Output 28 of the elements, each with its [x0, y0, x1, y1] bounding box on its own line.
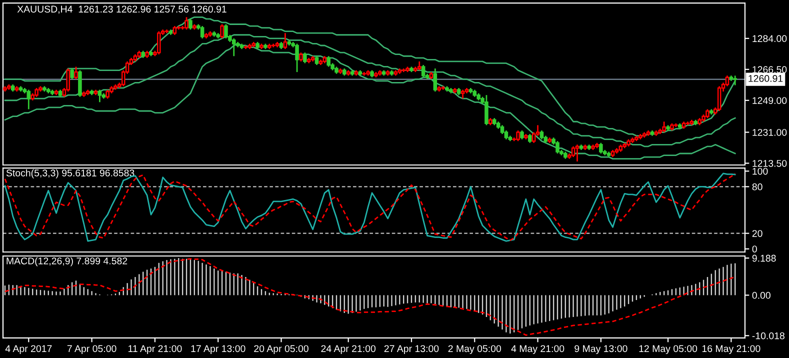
y-tick-label: 20: [752, 230, 762, 237]
x-tick-label: 11 Apr 21:00: [128, 345, 182, 354]
y-tick-label: 1213.50: [752, 160, 787, 167]
x-tick-label: 9 May 13:00: [574, 345, 628, 354]
x-tick-label: 17 Apr 13:00: [191, 345, 246, 354]
chart-title: MACD(12,26,9) 7.899 4.582: [6, 257, 128, 266]
y-tick-label: 9.188: [752, 254, 776, 262]
x-tick-label: 16 May 21:00: [702, 345, 760, 354]
x-tick-label: 27 Apr 13:00: [384, 345, 439, 354]
x-tick-label: 7 Apr 05:00: [67, 345, 116, 354]
chart-title: XAUUSD,H4 1261.23 1262.96 1257.56 1260.91: [17, 6, 226, 14]
y-tick-label: -10.018: [752, 332, 784, 340]
x-tick-label: 24 Apr 21:00: [321, 345, 376, 354]
chart-title: Stoch(5,3,3) 95.6181 96.8583: [6, 169, 134, 178]
x-tick-label: 4 Apr 2017: [5, 345, 52, 354]
y-tick-label: 1284.00: [752, 35, 787, 42]
y-tick-label: 0.00: [752, 292, 770, 299]
y-tick-label: 100: [752, 168, 768, 175]
y-tick-label: 1249.00: [752, 97, 787, 104]
x-tick-label: 20 Apr 05:00: [254, 345, 308, 354]
ref-line-label: 1260.91: [748, 75, 783, 82]
y-tick-label: 0: [752, 246, 757, 253]
x-tick-label: 4 May 21:00: [511, 345, 564, 354]
y-tick-label: 1231.00: [752, 128, 787, 136]
x-tick-label: 2 May 05:00: [448, 345, 501, 354]
x-tick-label: 12 May 05:00: [639, 345, 698, 354]
y-tick-label: 1266.50: [752, 66, 787, 74]
y-tick-label: 80: [752, 183, 762, 190]
